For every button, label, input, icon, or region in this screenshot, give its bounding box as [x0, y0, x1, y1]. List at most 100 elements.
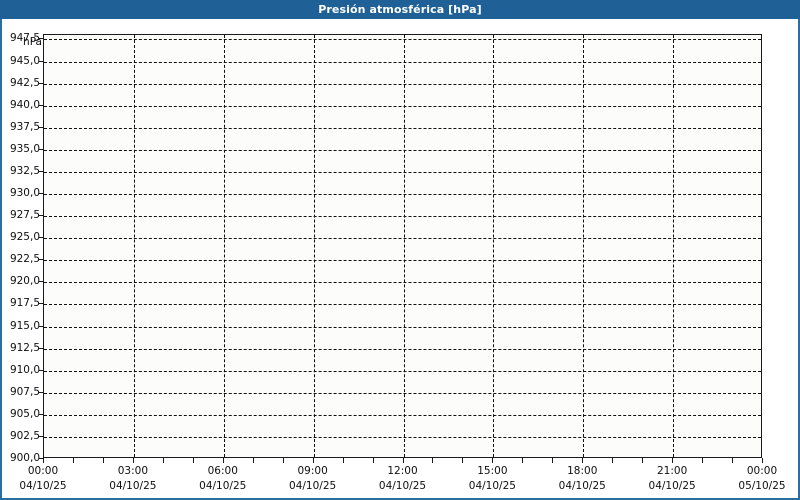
x-axis-tick-mark — [582, 458, 584, 463]
y-axis-tick-label: 930,0 — [9, 186, 40, 199]
horizontal-gridline — [44, 171, 761, 173]
y-axis-tick-label: 925,0 — [9, 230, 40, 243]
x-axis-tick-label: 18:00 04/10/25 — [537, 464, 627, 494]
x-axis-tick-mark — [252, 458, 254, 463]
x-axis-tick-date: 04/10/25 — [468, 480, 516, 492]
y-axis-unit-label: hPa — [23, 36, 42, 48]
y-axis-tick-label: 927,5 — [9, 208, 40, 221]
chart-canvas: hPa 947,5 945,0 942,5 940,0 937,5 935,0 932,5 9… — [2, 19, 798, 498]
y-axis-tick-label: 905,0 — [9, 407, 40, 420]
y-axis-tick-label: 937,5 — [9, 120, 40, 133]
y-axis-tick-mark — [39, 347, 43, 349]
x-axis-labels: 00:00 04/10/25 03:00 04/10/25 06:00 04/10/25 0… — [19, 464, 785, 498]
x-axis-tick-label: 06:00 04/10/25 — [178, 464, 268, 494]
x-axis-tick-mark — [102, 458, 104, 463]
x-axis-tick-mark — [612, 458, 614, 463]
vertical-gridline — [223, 35, 225, 457]
x-axis-tick-mark — [402, 458, 404, 463]
x-axis-tick-label: 21:00 04/10/25 — [627, 464, 717, 494]
x-axis-tick-mark — [162, 458, 164, 463]
vertical-gridline — [493, 35, 495, 457]
x-axis-tick-time: 00:00 — [27, 465, 59, 477]
y-axis-tick-mark — [39, 458, 43, 459]
x-axis-tick-date: 04/10/25 — [378, 480, 427, 492]
vertical-gridline — [313, 35, 315, 457]
x-axis-tick-mark — [522, 458, 524, 463]
x-axis-tick-mark — [222, 458, 224, 463]
y-axis-tick-label: 940,0 — [9, 98, 40, 111]
x-axis-tick-date: 04/10/25 — [289, 480, 337, 492]
horizontal-gridline — [44, 304, 761, 306]
x-axis-tick-label: 15:00 04/10/25 — [447, 464, 537, 494]
y-axis-tick-label: 920,0 — [9, 275, 40, 288]
vertical-gridline — [673, 35, 675, 457]
horizontal-gridline — [44, 414, 761, 416]
x-axis-tick-mark — [642, 458, 644, 463]
y-axis-tick-mark — [39, 259, 43, 261]
horizontal-gridline — [44, 39, 761, 41]
x-axis-tick-mark — [762, 458, 763, 463]
y-axis-tick-mark — [39, 303, 43, 305]
x-axis-tick-time: 03:00 — [117, 465, 148, 477]
y-axis-tick-mark — [39, 60, 43, 62]
x-axis-tick-mark — [192, 458, 194, 463]
horizontal-gridline — [44, 348, 761, 350]
x-axis-tick-date: 04/10/25 — [558, 480, 606, 492]
y-axis-tick-label: 942,5 — [9, 76, 40, 89]
y-axis-tick-label: 922,5 — [9, 253, 40, 265]
vertical-gridline — [403, 35, 405, 457]
horizontal-gridline — [44, 194, 761, 195]
horizontal-gridline — [44, 370, 761, 372]
y-axis-tick-label: 910,0 — [9, 363, 40, 376]
y-axis-tick-label: 912,5 — [9, 341, 40, 354]
y-axis-tick-mark — [39, 435, 43, 437]
horizontal-gridline — [44, 326, 761, 328]
y-axis-labels: 947,5 945,0 942,5 940,0 937,5 935,0 932,5 930,0… — [2, 32, 43, 463]
y-axis-tick-label: 947,5 — [9, 32, 40, 45]
x-axis-tick-label: 09:00 04/10/25 — [268, 464, 358, 494]
y-axis-tick-label: 935,0 — [9, 142, 40, 155]
y-axis-tick-label: 907,5 — [9, 385, 40, 398]
y-axis-tick-mark — [39, 38, 43, 40]
y-axis-tick-mark — [39, 148, 43, 150]
x-axis-tick-label: 03:00 04/10/25 — [88, 464, 178, 494]
x-axis-tick-mark — [72, 458, 74, 463]
x-axis-tick-time: 18:00 — [567, 465, 598, 477]
x-axis-tick-date: 04/10/25 — [109, 480, 157, 492]
x-axis-tick-label: 12:00 04/10/25 — [358, 464, 448, 494]
y-axis-tick-mark — [39, 104, 43, 106]
y-axis-tick-mark — [39, 170, 43, 172]
vertical-gridline — [583, 35, 585, 457]
x-axis-tick-date: 05/10/25 — [738, 480, 786, 492]
y-axis-tick-mark — [39, 325, 43, 327]
window-title-bar: Presión atmosférica [hPa] — [0, 0, 800, 19]
horizontal-gridline — [44, 83, 761, 85]
x-axis-tick-mark — [462, 458, 464, 463]
y-axis-tick-label: 945,0 — [9, 54, 40, 67]
x-axis-tick-mark — [732, 458, 734, 463]
plot-grid — [44, 35, 761, 457]
horizontal-gridline — [44, 436, 761, 438]
x-axis-tick-label: 00:00 04/10/25 — [0, 464, 88, 494]
y-axis-tick-label: 902,5 — [9, 429, 40, 442]
x-axis-tick-mark — [702, 458, 704, 463]
horizontal-gridline — [44, 216, 761, 218]
x-axis-tick-time: 21:00 — [656, 465, 688, 477]
horizontal-gridline — [44, 105, 761, 107]
x-axis-tick-time: 00:00 — [746, 465, 778, 477]
x-axis-tick-label: 00:00 05/10/25 — [717, 464, 800, 494]
x-axis-tick-date: 04/10/25 — [19, 480, 67, 492]
horizontal-gridline — [44, 61, 761, 63]
x-axis-tick-mark — [342, 458, 344, 463]
x-axis-tick-mark — [282, 458, 284, 463]
y-axis-ticks — [39, 34, 43, 459]
x-axis-tick-time: 06:00 — [207, 465, 238, 477]
x-axis-tick-time: 09:00 — [297, 465, 328, 477]
horizontal-gridline — [44, 238, 761, 240]
x-axis-tick-mark — [492, 458, 494, 463]
y-axis-tick-label: 915,0 — [9, 319, 40, 332]
horizontal-gridline — [44, 127, 761, 129]
x-axis-tick-time: 12:00 — [387, 465, 418, 477]
horizontal-gridline — [44, 282, 761, 284]
